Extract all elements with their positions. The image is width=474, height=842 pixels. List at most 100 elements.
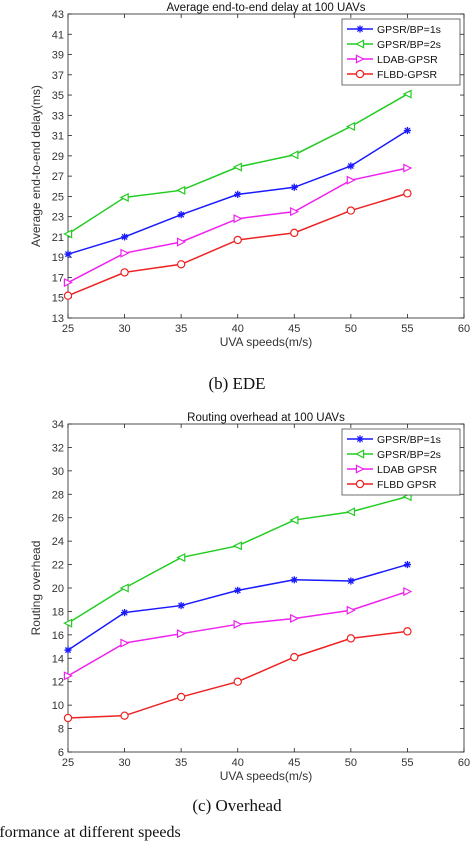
ede-ytick-label-13: 39 <box>52 50 64 62</box>
overhead-point-0-6 <box>403 560 412 569</box>
ede-point-2-6 <box>403 163 413 173</box>
overhead-xtick-label-1: 30 <box>118 757 130 769</box>
ede-legend-marker-3 <box>355 69 365 79</box>
overhead-point-2-6 <box>403 586 413 597</box>
overhead-ylabel: Routing overhead <box>29 541 43 636</box>
overhead-ytick-label-6: 18 <box>52 606 64 618</box>
overhead-point-3-1 <box>120 711 129 720</box>
overhead-point-0-3 <box>234 586 242 594</box>
ede-legend-label-3: FLBD-GPSR <box>377 69 438 81</box>
ede-xtick-label-1: 30 <box>118 323 130 335</box>
overhead-point-0-1 <box>120 609 129 617</box>
overhead-ytick-label-0: 6 <box>58 747 64 759</box>
ede-xtick-label-2: 35 <box>175 323 187 335</box>
ede-point-1-0 <box>63 229 73 239</box>
overhead-point-3-4 <box>290 652 299 662</box>
ede-point-0-0 <box>64 250 72 258</box>
ede-ytick-label-1: 15 <box>52 293 64 305</box>
ede-point-0-1 <box>120 233 129 241</box>
overhead-legend-label-3: FLBD GPSR <box>377 479 437 491</box>
overhead-ytick-label-11: 28 <box>52 489 64 501</box>
overhead-ytick-label-1: 8 <box>58 724 64 736</box>
overhead-ytick-label-2: 10 <box>52 700 64 712</box>
ede-ytick-label-7: 27 <box>52 171 64 183</box>
overhead-ytick-label-9: 24 <box>52 536 64 548</box>
overhead-legend: GPSR/BP=1s GPSR/BP=2s LDAB GPSR FLBD GPSR <box>341 428 461 496</box>
ede-series-2 <box>63 163 413 288</box>
overhead-ytick-label-4: 14 <box>52 653 64 665</box>
ede-point-3-5 <box>346 206 356 215</box>
overhead-xtick-label-5: 50 <box>345 757 357 769</box>
ede-series-3 <box>63 189 412 300</box>
ede-point-2-1 <box>120 248 130 258</box>
ede-point-1-6 <box>402 89 412 99</box>
ede-chart: Average end-to-end delay at 100 UAVs 25 30… <box>29 2 470 349</box>
ede-point-3-1 <box>120 268 129 277</box>
overhead-point-0-5 <box>347 577 355 585</box>
ede-xtick-label-6: 55 <box>401 323 413 335</box>
ede-point-0-6 <box>403 126 412 135</box>
overhead-series-3 <box>63 627 412 723</box>
ede-legend: GPSR/BP=1s GPSR/BP=2s LDAB-GPSR FLBD-GPSR <box>341 18 461 86</box>
overhead-xlabel: UVA speeds(m/s) <box>220 769 312 783</box>
ede-point-0-4 <box>290 183 298 191</box>
ede-legend-label-0: GPSR/BP=1s <box>377 24 441 36</box>
caption-ede: (b) EDE <box>208 374 266 393</box>
ede-ytick-label-4: 21 <box>52 232 64 244</box>
ede-point-2-2 <box>176 237 187 247</box>
overhead-legend-marker-2 <box>355 464 365 474</box>
overhead-point-2-5 <box>346 605 356 615</box>
overhead-point-1-5 <box>345 507 356 517</box>
ede-point-2-0 <box>63 277 73 288</box>
overhead-xtick-label-3: 40 <box>232 757 244 769</box>
ede-title: Average end-to-end delay at 100 UAVs <box>166 2 365 14</box>
overhead-point-2-2 <box>176 629 187 639</box>
overhead-point-3-5 <box>346 634 356 643</box>
ede-legend-marker-2 <box>355 54 365 64</box>
overhead-point-2-4 <box>290 613 300 624</box>
overhead-ytick-label-14: 34 <box>52 419 64 431</box>
overhead-point-0-2 <box>177 601 185 610</box>
ede-ytick-label-9: 31 <box>52 131 64 143</box>
ede-ytick-label-2: 17 <box>52 272 64 284</box>
ede-point-1-2 <box>176 185 186 195</box>
overhead-ytick-label-3: 12 <box>52 677 64 689</box>
overhead-ytick-label-7: 20 <box>52 583 64 595</box>
overhead-point-0-4 <box>290 576 298 584</box>
ede-point-3-3 <box>233 235 242 245</box>
overhead-point-2-0 <box>63 671 73 681</box>
overhead-ytick-label-10: 26 <box>52 513 64 525</box>
overhead-series-2 <box>63 586 413 681</box>
overhead-point-1-3 <box>232 541 242 551</box>
ede-point-0-5 <box>347 162 355 170</box>
overhead-point-1-4 <box>289 515 299 525</box>
figure-footer-caption: Performance at different speeds <box>0 824 181 841</box>
ede-point-1-5 <box>345 121 356 132</box>
ede-xtick-label-0: 25 <box>62 323 74 335</box>
ede-xtick-label-5: 50 <box>345 323 357 335</box>
overhead-legend-marker-3 <box>355 479 365 489</box>
overhead-legend-label-2: LDAB GPSR <box>377 464 438 476</box>
overhead-point-1-2 <box>176 552 186 563</box>
ede-series-1 <box>63 89 412 239</box>
overhead-point-2-3 <box>233 619 243 629</box>
ede-xlabel: UVA speeds(m/s) <box>220 335 312 349</box>
ede-ytick-label-15: 43 <box>52 9 64 21</box>
overhead-legend-marker-0 <box>356 435 364 443</box>
overhead-ytick-label-8: 22 <box>52 560 64 572</box>
overhead-legend-label-1: GPSR/BP=2s <box>377 449 441 461</box>
ede-xtick-label-7: 60 <box>458 323 470 335</box>
overhead-point-0-0 <box>64 646 72 654</box>
ede-point-3-2 <box>176 260 186 269</box>
ede-legend-marker-1 <box>355 39 365 49</box>
ede-point-3-0 <box>63 291 73 300</box>
overhead-series-0 <box>64 560 412 654</box>
ede-legend-label-2: LDAB-GPSR <box>377 54 438 66</box>
overhead-point-3-0 <box>63 713 73 723</box>
ede-point-3-4 <box>290 228 299 238</box>
ede-series-0 <box>64 126 412 258</box>
ede-ytick-label-14: 41 <box>52 29 64 41</box>
ede-ytick-label-5: 23 <box>52 212 64 224</box>
overhead-xtick-label-2: 35 <box>175 757 187 769</box>
overhead-ytick-label-5: 16 <box>52 630 64 642</box>
